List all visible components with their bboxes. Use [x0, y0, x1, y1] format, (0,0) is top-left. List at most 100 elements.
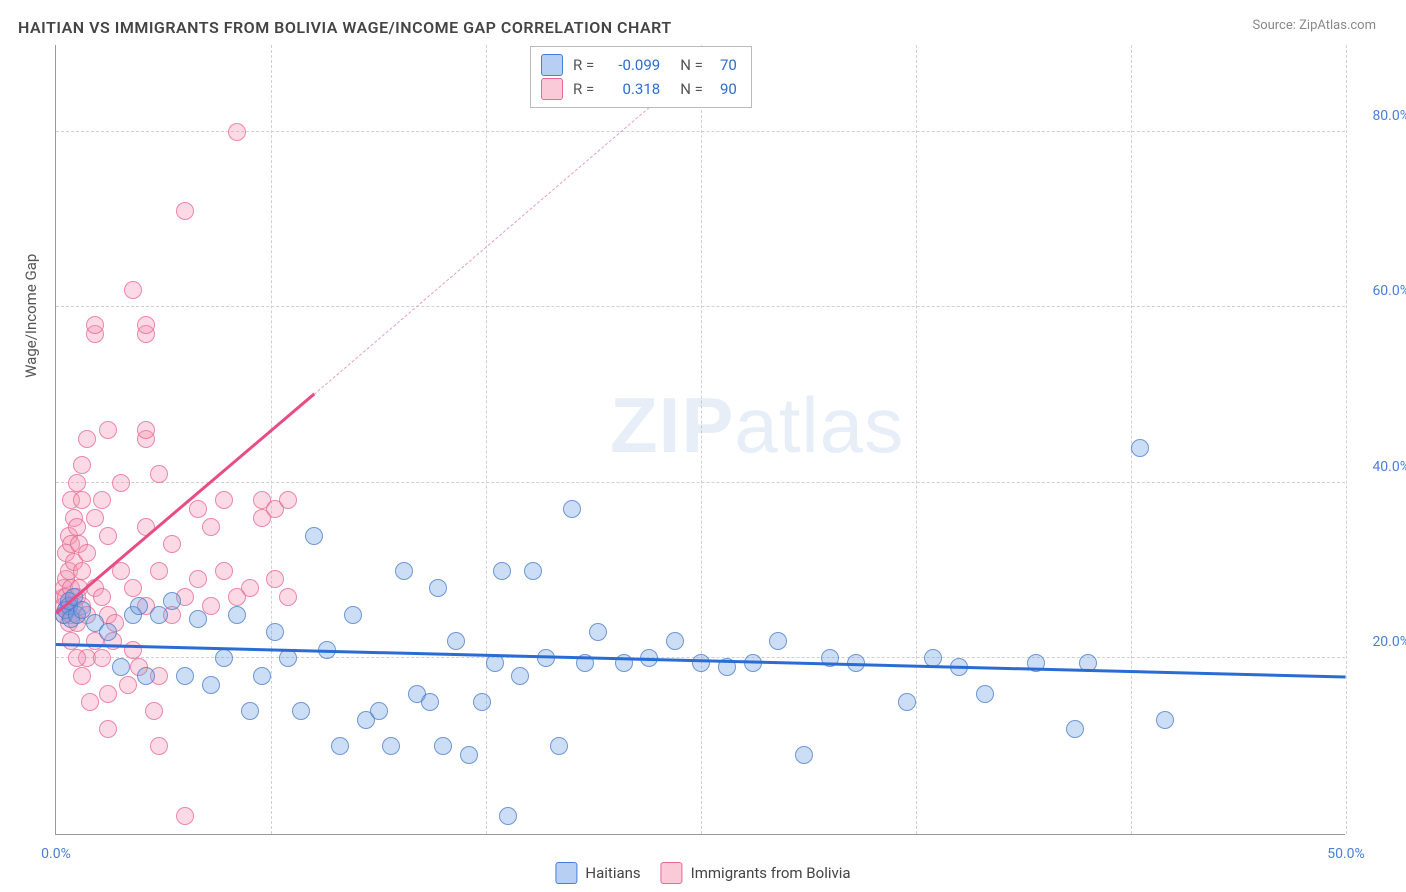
x-tick-label: 0.0% — [41, 846, 71, 862]
point-bolivia — [73, 456, 91, 474]
point-haitians — [305, 527, 323, 545]
point-bolivia — [202, 518, 220, 536]
point-bolivia — [93, 649, 111, 667]
gridline-h — [56, 131, 1345, 132]
point-bolivia — [215, 491, 233, 509]
x-tick-label: 50.0% — [1327, 846, 1365, 862]
y-tick-label: 20.0% — [1350, 634, 1406, 650]
point-haitians — [795, 746, 813, 764]
point-haitians — [429, 579, 447, 597]
y-tick-label: 60.0% — [1350, 283, 1406, 299]
point-bolivia — [124, 579, 142, 597]
chart-title: HAITIAN VS IMMIGRANTS FROM BOLIVIA WAGE/… — [18, 18, 672, 37]
point-bolivia — [266, 570, 284, 588]
point-haitians — [447, 632, 465, 650]
gridline-v — [701, 45, 702, 834]
point-haitians — [137, 667, 155, 685]
point-bolivia — [93, 588, 111, 606]
point-haitians — [1156, 711, 1174, 729]
gridline-v — [916, 45, 917, 834]
point-bolivia — [279, 491, 297, 509]
point-haitians — [976, 685, 994, 703]
point-haitians — [550, 737, 568, 755]
point-haitians — [331, 737, 349, 755]
point-haitians — [215, 649, 233, 667]
point-bolivia — [119, 676, 137, 694]
point-bolivia — [137, 316, 155, 334]
point-haitians — [253, 667, 271, 685]
n-value-bolivia: 90 — [709, 77, 737, 101]
swatch-pink — [541, 78, 563, 100]
point-haitians — [266, 623, 284, 641]
point-bolivia — [99, 685, 117, 703]
point-bolivia — [145, 702, 163, 720]
swatch-blue — [541, 54, 563, 76]
point-bolivia — [86, 316, 104, 334]
point-haitians — [228, 606, 246, 624]
point-bolivia — [73, 562, 91, 580]
point-haitians — [421, 693, 439, 711]
point-bolivia — [241, 579, 259, 597]
source-attribution: Source: ZipAtlas.com — [1252, 18, 1376, 33]
gridline-v — [271, 45, 272, 834]
point-haitians — [1131, 439, 1149, 457]
point-haitians — [370, 702, 388, 720]
point-bolivia — [86, 509, 104, 527]
y-tick-label: 40.0% — [1350, 459, 1406, 475]
point-bolivia — [163, 535, 181, 553]
point-haitians — [692, 654, 710, 672]
gridline-h — [56, 306, 1345, 307]
point-haitians — [769, 632, 787, 650]
gridline-v — [486, 45, 487, 834]
point-haitians — [99, 623, 117, 641]
point-bolivia — [99, 421, 117, 439]
r-value-haitians: -0.099 — [600, 53, 660, 77]
point-haitians — [279, 649, 297, 667]
point-bolivia — [99, 527, 117, 545]
point-bolivia — [68, 518, 86, 536]
point-bolivia — [99, 720, 117, 738]
point-haitians — [189, 610, 207, 628]
point-bolivia — [150, 465, 168, 483]
point-haitians — [524, 562, 542, 580]
point-bolivia — [112, 474, 130, 492]
point-bolivia — [73, 491, 91, 509]
point-bolivia — [73, 667, 91, 685]
stats-legend: R = -0.099 N = 70 R = 0.318 N = 90 — [530, 46, 752, 108]
point-bolivia — [68, 649, 86, 667]
point-bolivia — [93, 491, 111, 509]
swatch-blue — [555, 862, 577, 884]
point-bolivia — [150, 737, 168, 755]
point-haitians — [112, 658, 130, 676]
point-bolivia — [68, 474, 86, 492]
swatch-pink — [661, 862, 683, 884]
legend-item-bolivia: Immigrants from Bolivia — [661, 862, 851, 884]
point-haitians — [292, 702, 310, 720]
point-haitians — [1066, 720, 1084, 738]
point-haitians — [434, 737, 452, 755]
point-bolivia — [124, 641, 142, 659]
point-haitians — [202, 676, 220, 694]
gridline-v — [1346, 45, 1347, 834]
point-haitians — [537, 649, 555, 667]
y-axis-label: Wage/Income Gap — [22, 254, 40, 378]
r-value-bolivia: 0.318 — [600, 77, 660, 101]
point-haitians — [130, 597, 148, 615]
point-haitians — [499, 807, 517, 825]
point-bolivia — [137, 421, 155, 439]
point-haitians — [493, 562, 511, 580]
point-bolivia — [62, 632, 80, 650]
point-bolivia — [228, 123, 246, 141]
point-bolivia — [150, 562, 168, 580]
point-haitians — [666, 632, 684, 650]
point-haitians — [589, 623, 607, 641]
legend-item-haitians: Haitians — [555, 862, 640, 884]
gridline-h — [56, 482, 1345, 483]
point-bolivia — [124, 281, 142, 299]
chart-plot-area: 0.0%50.0%20.0%40.0%60.0%80.0% — [55, 45, 1345, 835]
point-haitians — [344, 606, 362, 624]
point-bolivia — [81, 693, 99, 711]
gridline-v — [1131, 45, 1132, 834]
point-haitians — [382, 737, 400, 755]
point-haitians — [511, 667, 529, 685]
